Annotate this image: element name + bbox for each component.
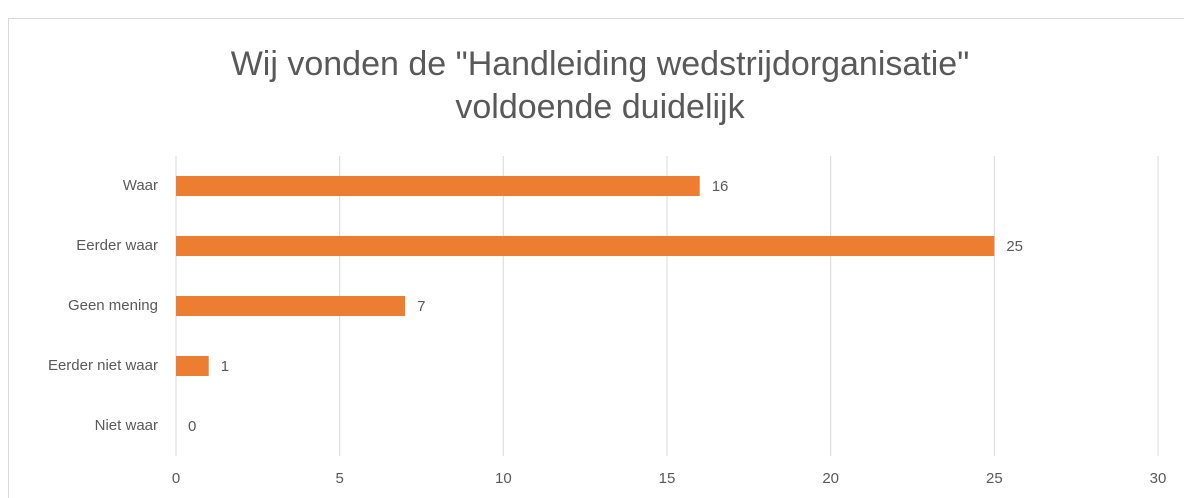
x-tick-label: 20	[822, 470, 839, 487]
x-tick-label: 10	[495, 470, 512, 487]
bar	[176, 236, 995, 256]
bar	[176, 296, 406, 316]
bar	[176, 176, 700, 196]
data-label: 16	[712, 178, 729, 195]
bar	[176, 356, 209, 376]
data-label: 25	[1006, 238, 1023, 255]
y-tick-label: Eerder waar	[76, 237, 158, 254]
y-tick-label: Niet waar	[95, 417, 158, 434]
data-label: 7	[417, 298, 425, 315]
x-tick-label: 15	[659, 470, 676, 487]
chart-title: voldoende duidelijk	[455, 88, 745, 126]
data-label: 0	[188, 418, 196, 435]
data-label: 1	[221, 358, 229, 375]
chart-title: Wij vonden de "Handleiding wedstrijdorga…	[231, 45, 970, 83]
x-tick-label: 0	[172, 470, 180, 487]
y-tick-label: Waar	[123, 177, 158, 194]
y-tick-label: Eerder niet waar	[48, 357, 158, 374]
x-tick-label: 25	[986, 470, 1003, 487]
y-tick-label: Geen mening	[68, 297, 158, 314]
chart-border	[8, 18, 1184, 498]
x-tick-label: 30	[1150, 470, 1167, 487]
x-tick-label: 5	[335, 470, 343, 487]
